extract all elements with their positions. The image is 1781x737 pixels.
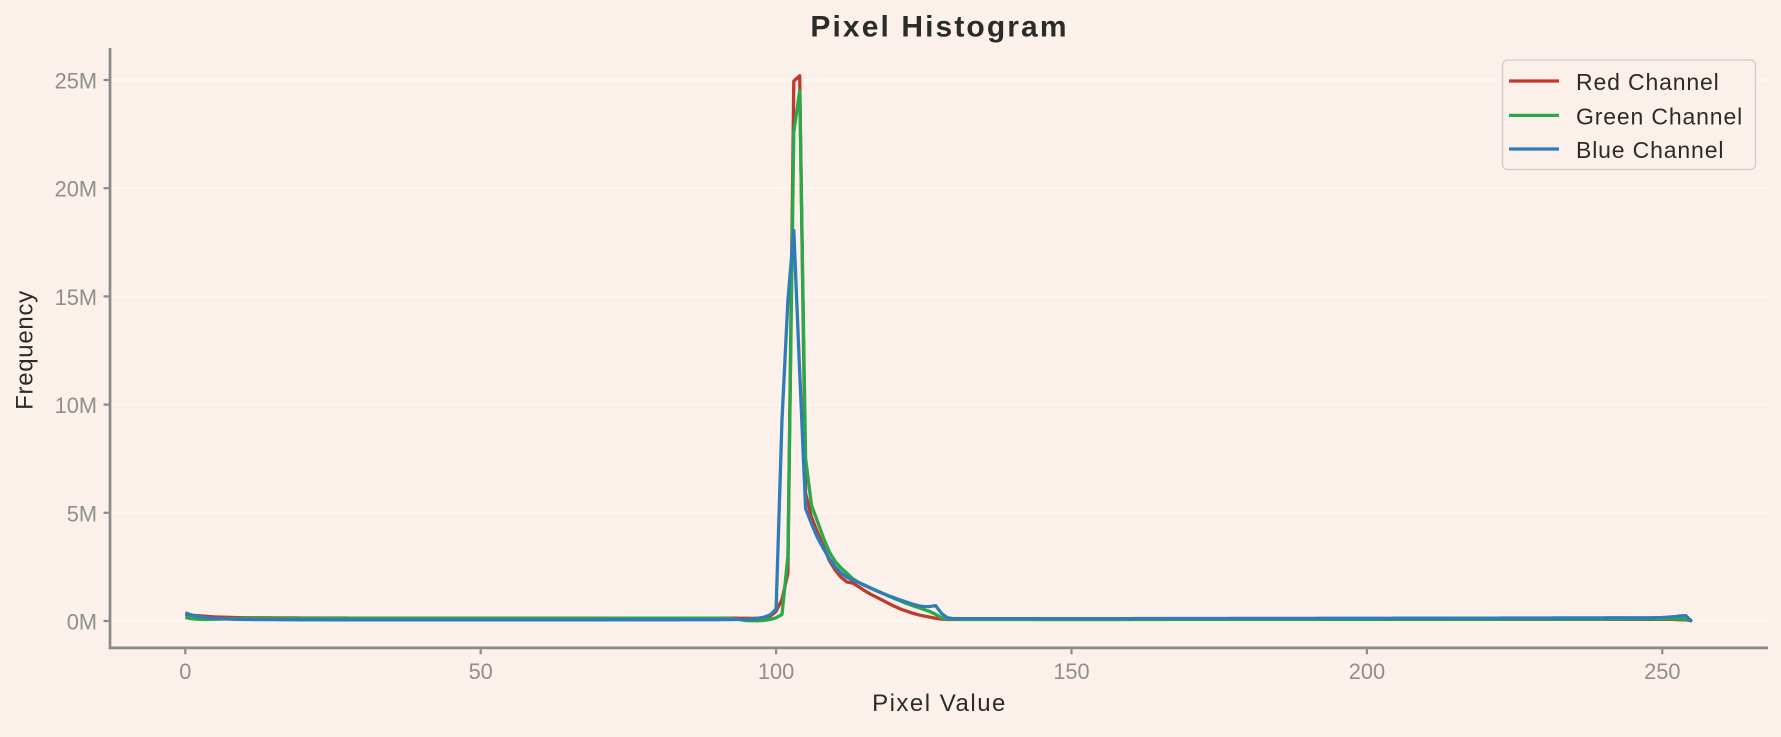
svg-text:50: 50 (469, 659, 493, 684)
svg-text:0M: 0M (67, 610, 97, 635)
svg-text:Pixel Histogram: Pixel Histogram (810, 11, 1068, 44)
svg-text:150: 150 (1053, 659, 1089, 684)
svg-text:Red Channel: Red Channel (1576, 69, 1720, 95)
svg-text:0: 0 (179, 659, 191, 684)
svg-text:25M: 25M (55, 69, 97, 94)
svg-text:15M: 15M (55, 285, 97, 310)
svg-text:250: 250 (1644, 659, 1680, 684)
svg-text:Frequency: Frequency (12, 290, 39, 410)
svg-text:Blue Channel: Blue Channel (1576, 137, 1724, 163)
svg-text:10M: 10M (55, 393, 97, 418)
svg-text:5M: 5M (67, 501, 97, 526)
svg-text:200: 200 (1349, 659, 1385, 684)
svg-text:Green Channel: Green Channel (1576, 103, 1743, 129)
svg-text:20M: 20M (55, 177, 97, 202)
svg-text:100: 100 (758, 659, 794, 684)
svg-text:Pixel Value: Pixel Value (872, 690, 1007, 717)
